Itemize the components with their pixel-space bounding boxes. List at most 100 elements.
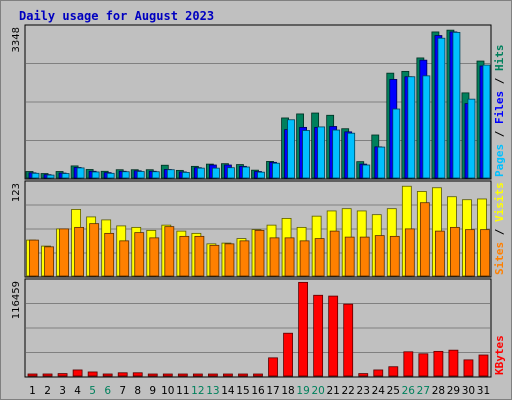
bar-highlight: [345, 305, 347, 375]
bar-highlight: [193, 234, 195, 275]
bar-highlight: [388, 74, 390, 177]
bar-highlight: [136, 234, 138, 275]
bar-highlight: [165, 170, 167, 177]
bar-highlight: [376, 237, 378, 275]
bar-highlight: [63, 175, 65, 177]
bar-highlight: [133, 228, 135, 275]
bar-highlight: [349, 134, 351, 177]
bar-highlight: [178, 232, 180, 275]
bar-highlight: [478, 62, 480, 177]
bar-highlight: [283, 219, 285, 275]
bar-highlight: [285, 334, 287, 375]
bar-highlight: [228, 169, 230, 177]
bar-highlight: [237, 166, 239, 177]
bar-highlight: [74, 371, 76, 375]
day-label-15: 15: [236, 385, 249, 397]
bar-highlight: [223, 244, 225, 275]
bar-highlight: [421, 204, 423, 275]
bar-bottom-kbytes-day-13: [208, 374, 217, 376]
bar-highlight: [379, 148, 381, 177]
bar-highlight: [454, 33, 456, 177]
bar-highlight: [148, 231, 150, 275]
bar-highlight: [390, 368, 392, 375]
bar-highlight: [436, 232, 438, 275]
bar-highlight: [72, 167, 74, 177]
bar-highlight: [33, 174, 35, 177]
bar-bottom-kbytes-day-9: [148, 374, 157, 376]
bar-highlight: [328, 116, 330, 177]
bar-highlight: [88, 218, 90, 275]
bar-highlight: [346, 133, 348, 177]
bar-highlight: [78, 169, 80, 177]
bar-highlight: [480, 356, 482, 375]
bar-highlight: [153, 173, 155, 177]
bar-highlight: [208, 245, 210, 275]
chart-title: Daily usage for August 2023: [19, 9, 214, 23]
panel-bottom-max-tick-label: 116459: [11, 281, 22, 319]
bar-highlight: [331, 127, 333, 177]
bar-highlight: [225, 166, 227, 177]
bar-highlight: [207, 165, 209, 177]
bar-highlight: [451, 228, 453, 275]
day-label-24: 24: [372, 385, 386, 397]
day-label-2: 2: [44, 385, 51, 397]
bar-highlight: [289, 121, 291, 177]
day-label-9: 9: [149, 385, 156, 397]
bar-highlight: [238, 240, 240, 275]
bar-highlight: [298, 228, 300, 275]
panel-bottom-legend: KBytes: [493, 335, 506, 375]
bar-highlight: [150, 172, 152, 177]
bar-highlight: [168, 171, 170, 177]
bar-highlight: [328, 212, 330, 275]
bar-highlight: [433, 189, 435, 275]
bar-highlight: [316, 128, 318, 177]
bar-highlight: [364, 166, 366, 177]
day-label-8: 8: [134, 385, 141, 397]
bar-highlight: [76, 228, 78, 275]
legend-separator: /: [493, 222, 506, 242]
bar-highlight: [195, 169, 197, 177]
bar-highlight: [391, 80, 393, 177]
bar-highlight: [406, 230, 408, 275]
bar-highlight: [222, 165, 224, 177]
legend-entry-hits: Hits: [493, 45, 506, 72]
day-label-30: 30: [462, 385, 475, 397]
day-label-12: 12: [191, 385, 204, 397]
bar-highlight: [138, 173, 140, 178]
bar-highlight: [106, 234, 108, 275]
bar-highlight: [298, 115, 300, 177]
day-label-21: 21: [326, 385, 339, 397]
bar-highlight: [45, 176, 47, 177]
day-label-28: 28: [432, 385, 445, 397]
bar-highlight: [316, 240, 318, 275]
day-label-22: 22: [342, 385, 355, 397]
day-label-23: 23: [357, 385, 370, 397]
bar-highlight: [466, 231, 468, 275]
bar-bottom-kbytes-day-14: [223, 374, 232, 376]
bar-highlight: [463, 94, 465, 177]
bar-highlight: [105, 174, 107, 177]
bar-highlight: [268, 226, 270, 275]
day-label-25: 25: [387, 385, 400, 397]
bar-highlight: [271, 163, 273, 177]
bar-highlight: [256, 231, 258, 275]
bar-highlight: [73, 210, 75, 275]
bar-highlight: [361, 238, 363, 275]
day-label-17: 17: [266, 385, 279, 397]
panel-top-max-tick-label: 3348: [11, 27, 22, 52]
bar-highlight: [210, 166, 212, 177]
bar-highlight: [463, 201, 465, 275]
bar-highlight: [358, 163, 360, 177]
bar-highlight: [61, 230, 63, 275]
panel-middle-max-tick-label: 123: [11, 183, 22, 202]
bar-highlight: [424, 77, 426, 177]
bar-highlight: [196, 237, 198, 275]
bar-highlight: [319, 128, 321, 177]
bar-highlight: [57, 173, 59, 178]
bar-highlight: [268, 162, 270, 177]
bar-highlight: [330, 297, 332, 375]
day-label-29: 29: [447, 385, 460, 397]
bar-highlight: [313, 217, 315, 275]
legend-entry-sites: Sites: [493, 242, 506, 275]
